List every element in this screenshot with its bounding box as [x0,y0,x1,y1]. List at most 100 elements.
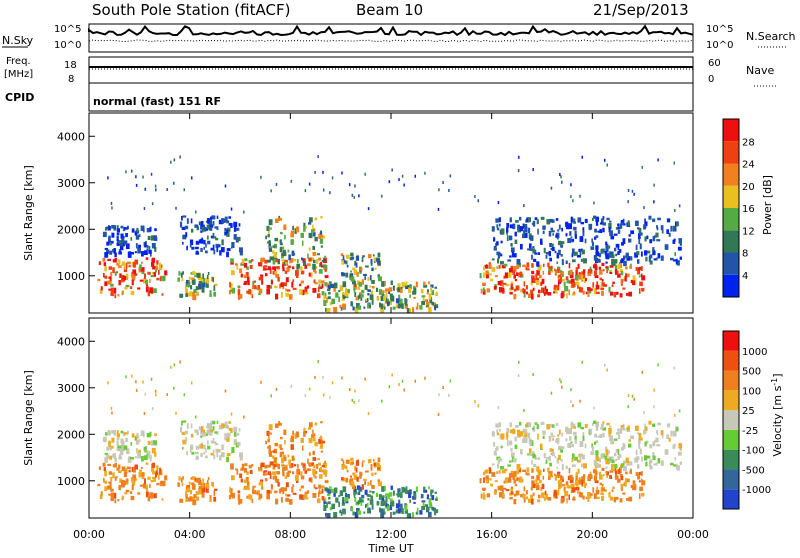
velocity-echo [516,470,520,475]
freq-tick-bottom: 8 [68,74,74,85]
power-echo [286,267,290,273]
power-echo [570,236,573,239]
power-echo [212,233,215,239]
power-echo [137,287,141,290]
power-echo [158,269,160,275]
power-echo [532,278,536,283]
power-echo [155,268,158,273]
power-echo [316,258,319,264]
power-echo [622,223,626,226]
velocity-echo [185,484,190,490]
velocity-echo [553,492,558,498]
velocity-echo [579,454,582,461]
power-echo [636,251,640,256]
velocity-echo [319,491,323,495]
velocity-echo [274,423,279,428]
velocity-echo [259,479,264,482]
velocity-echo [116,440,119,447]
power-echo [537,252,541,255]
velocity-echo [510,486,514,489]
power-echo [295,270,299,276]
power-echo [230,283,233,287]
power-echo [400,298,403,305]
power-echo [424,171,426,175]
power-echo [235,227,240,231]
velocity-echo [136,432,139,438]
power-echo [156,277,160,281]
power-echo [279,242,283,246]
velocity-echo [116,437,120,441]
velocity-echo [113,492,117,499]
power-echo [531,275,535,279]
velocity-echo [313,472,315,478]
power-echo [613,261,615,265]
power-echo [258,292,261,296]
power-echo [614,263,617,267]
colorbar-segment [723,489,739,509]
power-echo [522,233,526,239]
velocity-echo [563,486,566,492]
power-echo [127,251,132,258]
power-echo [287,249,290,253]
velocity-echo [537,457,541,460]
velocity-echo [611,459,615,464]
velocity-echo [186,423,189,429]
velocity-echo [304,430,308,434]
power-echo [219,250,222,256]
velocity-echo [152,471,156,475]
velocity-echo [320,450,323,453]
velocity-echo [543,452,546,459]
power-echo [422,297,425,302]
power-echo [557,229,560,232]
power-echo [370,259,373,265]
velocity-echo [164,475,168,481]
power-echo [482,287,485,293]
velocity-echo [317,491,320,498]
velocity-echo [496,446,499,451]
power-echo [209,224,214,228]
power-echo [497,201,500,205]
power-echo [497,254,500,259]
colorbar-segment [723,370,739,391]
power-echo [166,188,168,192]
power-echo [184,225,189,230]
power-echo [103,272,105,278]
velocity-echo [678,443,683,449]
power-echo [523,229,525,234]
velocity-echo [599,482,602,486]
power-echo [192,271,196,274]
velocity-echo [388,385,391,389]
power-echo [267,234,270,238]
power-echo [617,244,620,250]
power-echo [230,207,233,211]
velocity-echo [347,493,350,499]
velocity-echo [535,485,540,491]
velocity-echo [429,505,433,509]
velocity-echo [112,453,114,458]
velocity-echo [592,469,597,474]
velocity-echo [565,438,568,442]
velocity-echo [370,495,374,501]
velocity-echo [260,462,265,468]
velocity-echo [493,453,497,456]
power-echo [536,261,540,267]
power-echo [608,223,612,229]
power-echo [572,291,576,295]
power-echo [333,282,338,289]
power-echo [371,285,375,289]
velocity-echo [143,455,148,460]
velocity-echo [318,438,323,444]
velocity-echo [644,423,646,429]
power-echo [593,255,597,261]
power-echo [109,250,113,255]
power-echo [514,239,518,245]
power-echo [140,267,145,272]
power-echo [581,155,584,159]
velocity-echo [390,501,395,507]
velocity-echo [135,478,138,481]
velocity-echo [510,448,513,452]
velocity-echo [628,496,633,502]
velocity-echo [550,391,553,395]
velocity-echo [397,488,401,493]
